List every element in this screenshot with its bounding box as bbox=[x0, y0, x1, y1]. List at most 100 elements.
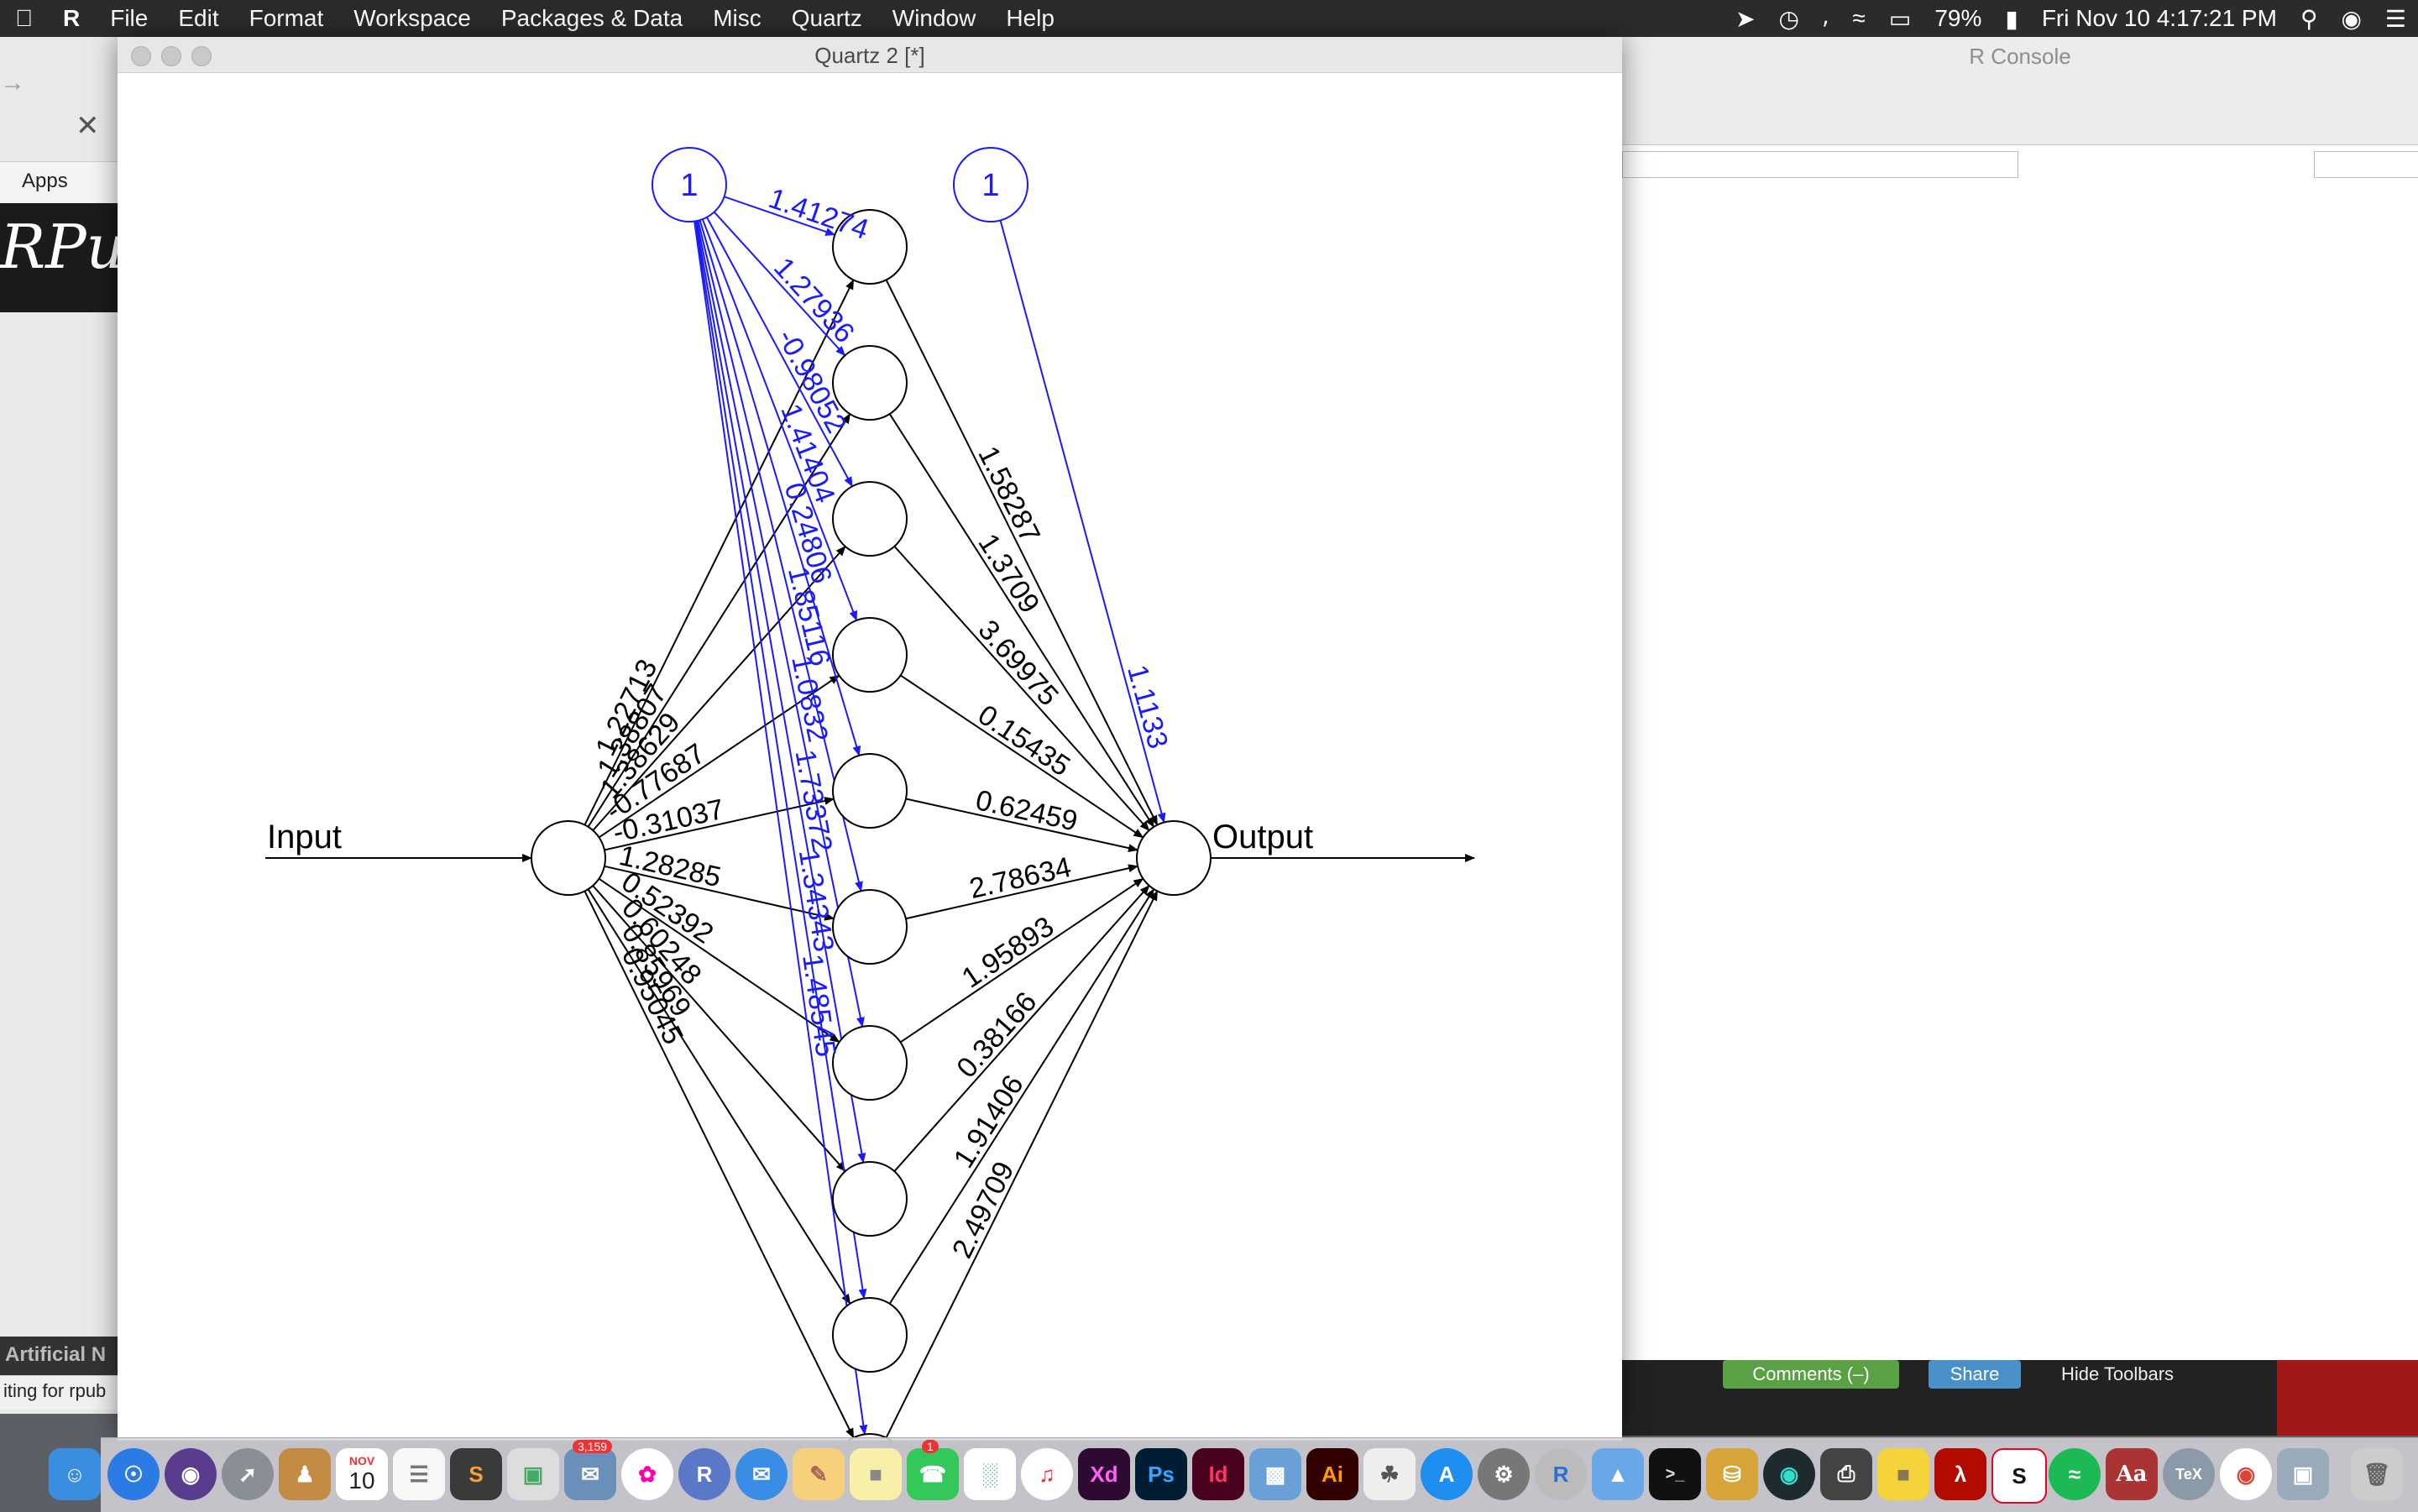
calendar-day: 10 bbox=[348, 1468, 375, 1494]
menu-help[interactable]: Help bbox=[988, 5, 1055, 31]
output-label: Output bbox=[1212, 819, 1313, 855]
window-title: Quartz 2 [*] bbox=[814, 43, 925, 68]
menu-format[interactable]: Format bbox=[231, 5, 324, 31]
preview-icon[interactable]: ▣ bbox=[507, 1448, 559, 1500]
airplay-icon[interactable]: ▭ bbox=[1888, 5, 1912, 32]
adobe-xd-icon[interactable]: Xd bbox=[1078, 1448, 1130, 1500]
location-icon[interactable]: ➤ bbox=[1735, 5, 1756, 32]
dictionary-icon[interactable]: Aa bbox=[2106, 1448, 2158, 1500]
input-node bbox=[531, 820, 606, 896]
spotlight-icon[interactable]: ⚲ bbox=[2300, 5, 2318, 32]
r-app-icon[interactable]: R bbox=[678, 1448, 730, 1500]
input-hidden-edge bbox=[604, 797, 835, 851]
output-weight-label: 1.58287 bbox=[971, 441, 1046, 547]
network-utility-icon[interactable]: ▩ bbox=[1249, 1448, 1301, 1500]
messages-icon[interactable]: ✉ bbox=[735, 1448, 788, 1500]
menu-window[interactable]: Window bbox=[874, 5, 976, 31]
trash-icon[interactable]: 🗑 bbox=[2351, 1448, 2403, 1500]
siri-app-icon[interactable]: ◉ bbox=[165, 1448, 217, 1500]
menu-file[interactable]: File bbox=[92, 5, 148, 31]
output-weight-label: 3.69975 bbox=[972, 614, 1065, 712]
title-bar[interactable]: Quartz 2 [*] bbox=[118, 37, 1622, 73]
chrome-icon[interactable]: ◉ bbox=[2220, 1448, 2272, 1500]
tex-shop-icon[interactable]: TeX bbox=[2163, 1448, 2215, 1500]
notification-center-icon[interactable]: ☰ bbox=[2384, 5, 2406, 32]
slack-s-icon[interactable]: S bbox=[1991, 1448, 2047, 1504]
calendar-month: NOV bbox=[348, 1454, 375, 1468]
image-capture-icon[interactable]: ▣ bbox=[2277, 1448, 2329, 1500]
menu-edit[interactable]: Edit bbox=[160, 5, 218, 31]
hidden-output-edge bbox=[885, 279, 1159, 826]
rstudio-icon[interactable]: R bbox=[1535, 1448, 1587, 1500]
menu-misc[interactable]: Misc bbox=[695, 5, 762, 31]
bias-weight-label: 1.34343 bbox=[793, 847, 840, 954]
launchpad-icon[interactable]: ➚ bbox=[222, 1448, 274, 1500]
acrobat-icon[interactable]: λ bbox=[1934, 1448, 1986, 1500]
comments-button[interactable]: Comments (–) bbox=[1723, 1360, 1899, 1389]
status-bar-text: iting for rpub bbox=[3, 1380, 107, 1401]
photoshop-icon[interactable]: Ps bbox=[1135, 1448, 1187, 1500]
mail-badge: 3,159 bbox=[573, 1440, 613, 1453]
app-store-icon[interactable]: A bbox=[1421, 1448, 1473, 1500]
notes-stickies-icon[interactable]: ■ bbox=[1877, 1448, 1929, 1500]
input-label: Input bbox=[267, 819, 342, 855]
console-search-field[interactable] bbox=[2314, 151, 2418, 178]
photos-icon[interactable]: ✿ bbox=[621, 1448, 673, 1500]
menu-quartz[interactable]: Quartz bbox=[773, 5, 862, 31]
close-icon[interactable]: ✕ bbox=[76, 110, 100, 142]
indesign-icon[interactable]: Id bbox=[1192, 1448, 1244, 1500]
finder-icon[interactable]: ☺ bbox=[49, 1448, 101, 1500]
sublime-text-icon[interactable]: S bbox=[450, 1448, 502, 1500]
console-toolbar-field[interactable] bbox=[1622, 151, 2018, 178]
wifi-icon[interactable]: ≈ bbox=[1852, 5, 1866, 31]
bookmark-apps[interactable]: Apps bbox=[22, 170, 68, 192]
bluetooth-icon[interactable]: ⸴ bbox=[1822, 6, 1829, 32]
battery-icon[interactable]: ▮ bbox=[2005, 5, 2018, 32]
illustrator-icon[interactable]: Ai bbox=[1306, 1448, 1358, 1500]
dock: ☺ ☉ ◉ ➚ ♟ NOV 10 ☰ S ▣ ✉ 3,159 ✿ R ✉ ✎ ■… bbox=[49, 1437, 2418, 1512]
apple-icon[interactable]:  bbox=[0, 0, 48, 37]
evernote-elephant-icon[interactable]: ☘ bbox=[1363, 1448, 1416, 1500]
system-preferences-icon[interactable]: ⚙ bbox=[1478, 1448, 1530, 1500]
reminders-icon[interactable]: ☰ bbox=[393, 1448, 445, 1500]
input-hidden-edge bbox=[604, 865, 835, 921]
time-machine-icon[interactable]: ◷ bbox=[1778, 5, 1799, 32]
menu-workspace[interactable]: Workspace bbox=[336, 5, 471, 31]
textedit-icon[interactable]: ✎ bbox=[793, 1448, 845, 1500]
bias-hidden-edge bbox=[694, 221, 866, 1164]
contacts-icon[interactable]: ♟ bbox=[279, 1448, 331, 1500]
printer-icon[interactable]: ⎙ bbox=[1820, 1448, 1872, 1500]
battery-percent[interactable]: 79% bbox=[1934, 5, 1982, 31]
bias-hidden-edge bbox=[701, 218, 858, 621]
forward-icon[interactable]: → bbox=[0, 69, 25, 97]
hidden-node bbox=[832, 1297, 908, 1373]
terminal-icon[interactable]: >_ bbox=[1649, 1448, 1701, 1500]
bias-output-weight-label: 1.1133 bbox=[1121, 662, 1174, 752]
hidden-output-edge bbox=[885, 890, 1159, 1439]
minimize-window-button[interactable] bbox=[161, 46, 181, 66]
calendar-icon[interactable]: NOV 10 bbox=[336, 1448, 388, 1500]
menu-packages-data[interactable]: Packages & Data bbox=[483, 5, 683, 31]
gitkraken-icon[interactable]: ◉ bbox=[1763, 1448, 1815, 1500]
mail-stamp-icon[interactable]: ✉ bbox=[564, 1448, 616, 1500]
siri-icon[interactable]: ◉ bbox=[2341, 5, 2362, 32]
sequel-pro-icon[interactable]: ⛁ bbox=[1706, 1448, 1758, 1500]
hide-toolbars-button[interactable]: Hide Toolbars bbox=[2060, 1363, 2175, 1384]
zoom-window-button[interactable] bbox=[191, 46, 212, 66]
facetime-icon[interactable]: ☎ bbox=[907, 1448, 959, 1500]
keynote-icon[interactable]: ▲ bbox=[1592, 1448, 1644, 1500]
share-button[interactable]: Share bbox=[1929, 1360, 2021, 1389]
itunes-icon[interactable]: ♫ bbox=[1021, 1448, 1073, 1500]
bias-hidden-edge bbox=[693, 221, 867, 1300]
output-node bbox=[1136, 820, 1212, 896]
spotify-icon[interactable]: ≈ bbox=[2049, 1448, 2101, 1500]
safari-icon[interactable]: ☉ bbox=[107, 1448, 160, 1500]
app-menu-r[interactable]: R bbox=[45, 5, 80, 31]
close-window-button[interactable] bbox=[131, 46, 151, 66]
clock[interactable]: Fri Nov 10 4:17:21 PM bbox=[2041, 5, 2277, 31]
bias-hidden-edge bbox=[713, 211, 846, 357]
input-hidden-edge bbox=[587, 413, 851, 828]
bias-node bbox=[652, 147, 727, 222]
stickies-icon[interactable]: ■ bbox=[850, 1448, 902, 1500]
numbers-icon[interactable]: ░ bbox=[964, 1448, 1016, 1500]
